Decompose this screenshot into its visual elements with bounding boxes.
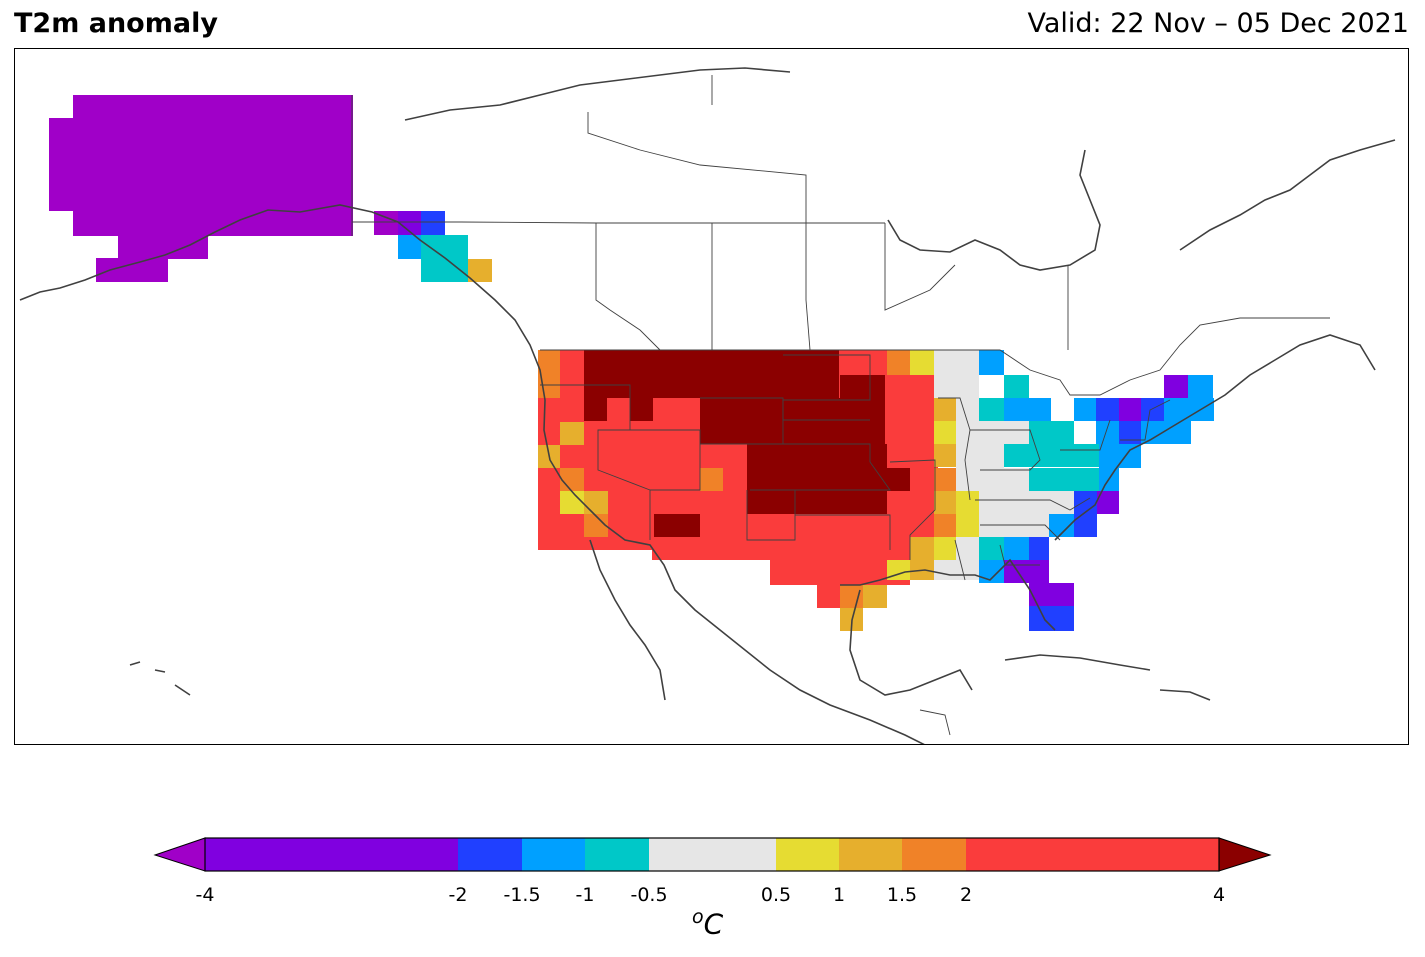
map-panel: [14, 48, 1409, 745]
tick-label: 1: [832, 884, 846, 906]
tick-label: -0.5: [630, 884, 668, 906]
colorbar-bin: [649, 838, 776, 871]
tick-label: 1.5: [886, 884, 918, 906]
tick-label: -1.5: [503, 884, 541, 906]
colorbar-bin: [902, 838, 966, 871]
valid-period: Valid: 22 Nov – 05 Dec 2021: [1027, 8, 1409, 39]
tick-label: -4: [195, 884, 215, 906]
colorbar-bin: [522, 838, 585, 871]
coastlines: [19, 67, 1396, 744]
colorbar-bin: [458, 838, 522, 871]
colorbar-unit: oC: [692, 906, 723, 940]
colorbar-bin: [585, 838, 649, 871]
political-borders: [351, 75, 1330, 736]
colorbar-bin: [966, 838, 1219, 871]
tick-label: 4: [1212, 884, 1226, 906]
anomaly-cells: [49, 95, 1214, 631]
colorbar-bin: [839, 838, 902, 871]
tick-label: -1: [575, 884, 595, 906]
colorbar-bin: [205, 838, 458, 871]
unit-degree: o: [692, 906, 704, 928]
unit-symbol: C: [703, 907, 724, 941]
colorbar-bin: [776, 838, 839, 871]
anomaly-map: [19, 67, 1396, 744]
tick-label: -2: [448, 884, 468, 906]
colorbar: [153, 837, 1272, 872]
tick-label: 0.5: [760, 884, 792, 906]
tick-label: 2: [959, 884, 973, 906]
map-title: T2m anomaly: [14, 8, 218, 39]
